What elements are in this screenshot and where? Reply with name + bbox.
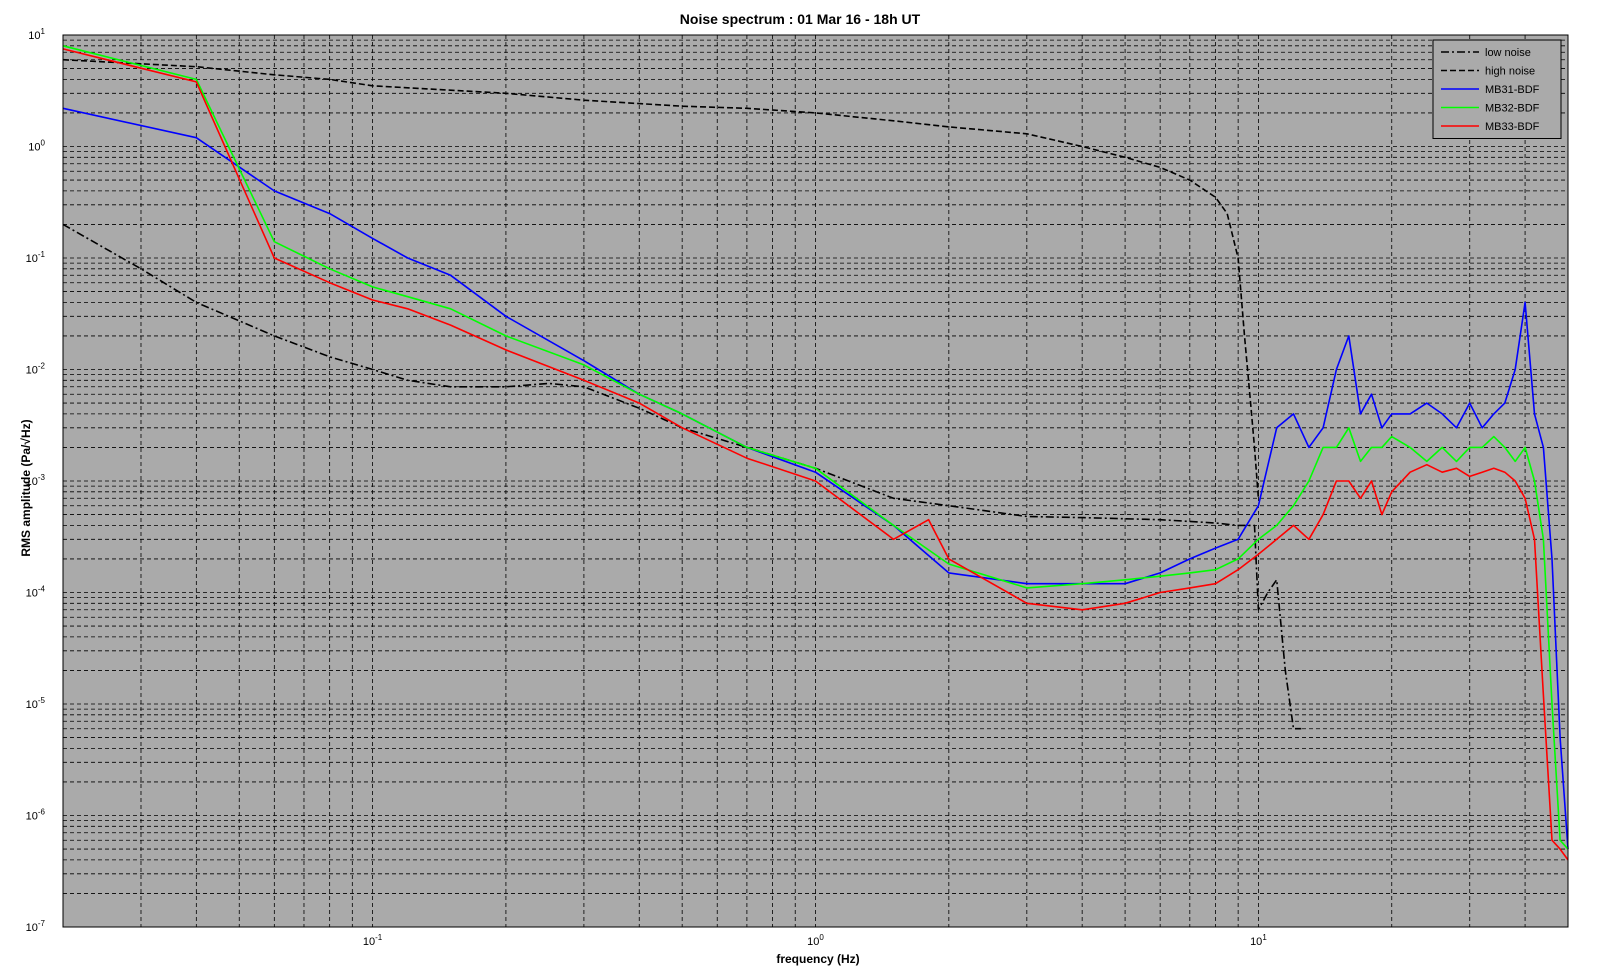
y-tick-label: 10-2 xyxy=(26,362,46,377)
y-tick-label: 10-6 xyxy=(26,808,46,823)
legend: low noise high noise MB31-BDF MB32-BDF MB33-… xyxy=(1432,39,1562,139)
x-tick-label: 101 xyxy=(1250,933,1267,948)
legend-entry: MB32-BDF xyxy=(1485,103,1540,115)
legend-entry: low noise xyxy=(1485,47,1531,59)
series-line xyxy=(62,107,1569,850)
x-tick-label: 100 xyxy=(807,933,824,948)
y-tick-label: 10-1 xyxy=(26,250,46,265)
plot-frame xyxy=(62,34,1569,928)
legend-entry: MB33-BDF xyxy=(1485,121,1540,133)
x-axis-label: frequency (Hz) xyxy=(776,952,859,966)
grid xyxy=(62,34,1569,928)
chart-title: Noise spectrum : 01 Mar 16 - 18h UT xyxy=(680,11,921,27)
y-tick-label: 10-3 xyxy=(26,473,46,488)
series-line xyxy=(62,58,1260,499)
x-tick-label: 10-1 xyxy=(363,933,383,948)
series-line xyxy=(62,223,1302,730)
series-line xyxy=(62,45,1569,850)
series-line xyxy=(62,48,1569,861)
legend-entry: MB31-BDF xyxy=(1485,84,1540,96)
y-tick-labels: 101 100 10-1 10-2 10-3 10-4 10-5 10-6 10-7 xyxy=(26,27,46,934)
legend-entry: high noise xyxy=(1485,66,1535,78)
y-tick-label: 10-4 xyxy=(26,585,46,600)
y-tick-label: 101 xyxy=(28,27,45,42)
y-tick-label: 10-5 xyxy=(26,696,46,711)
y-tick-label: 100 xyxy=(28,139,45,154)
y-axis-label: RMS amplitude (Pa/√Hz) xyxy=(19,419,33,556)
series-lines xyxy=(62,45,1569,861)
x-tick-labels: 10-1 100 101 xyxy=(363,933,1267,948)
y-tick-label: 10-7 xyxy=(26,919,46,934)
